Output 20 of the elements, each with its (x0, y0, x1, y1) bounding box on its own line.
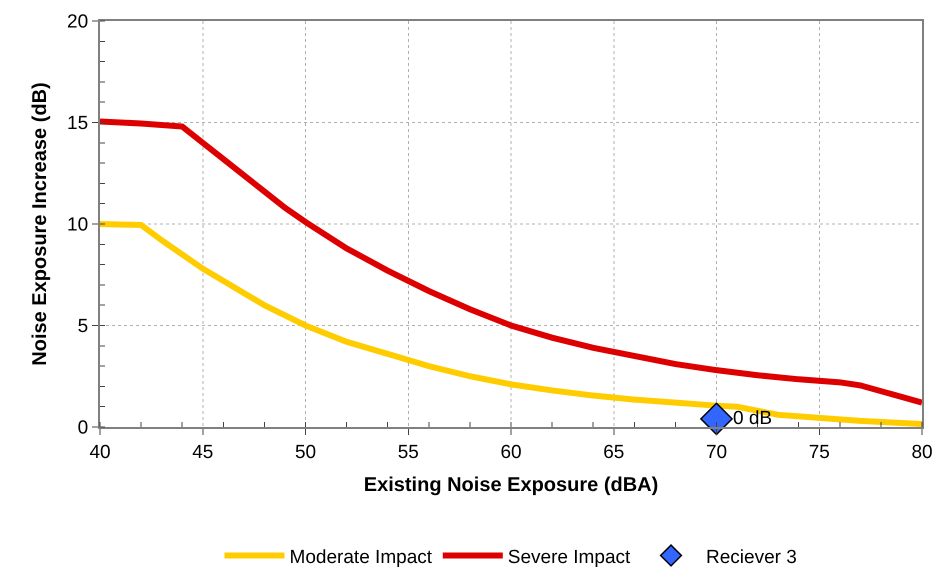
x-axis-title: Existing Noise Exposure (dBA) (364, 474, 658, 496)
legend-label: Reciever 3 (706, 546, 797, 568)
x-tick-label: 80 (911, 442, 933, 463)
x-tick-label: 45 (192, 442, 214, 463)
x-tick-label: 50 (294, 442, 316, 463)
y-tick-label: 15 (67, 113, 88, 134)
y-tick-label: 20 (67, 12, 88, 33)
annotation: 0 dB (733, 408, 772, 429)
x-tick-label: 65 (603, 442, 624, 463)
legend-label: Moderate Impact (290, 546, 433, 568)
x-tick-label: 70 (706, 442, 728, 463)
x-tick-label: 60 (500, 442, 522, 463)
y-tick-label: 0 (78, 418, 88, 439)
x-tick-label: 55 (398, 442, 419, 463)
y-axis-title: Noise Exposure Increase (dB) (29, 82, 52, 366)
x-tick-label: 75 (808, 442, 830, 463)
y-tick-label: 5 (78, 316, 88, 338)
legend-label: Severe Impact (508, 546, 632, 568)
x-tick-label: 40 (89, 442, 111, 463)
y-tick-label: 10 (67, 214, 88, 236)
